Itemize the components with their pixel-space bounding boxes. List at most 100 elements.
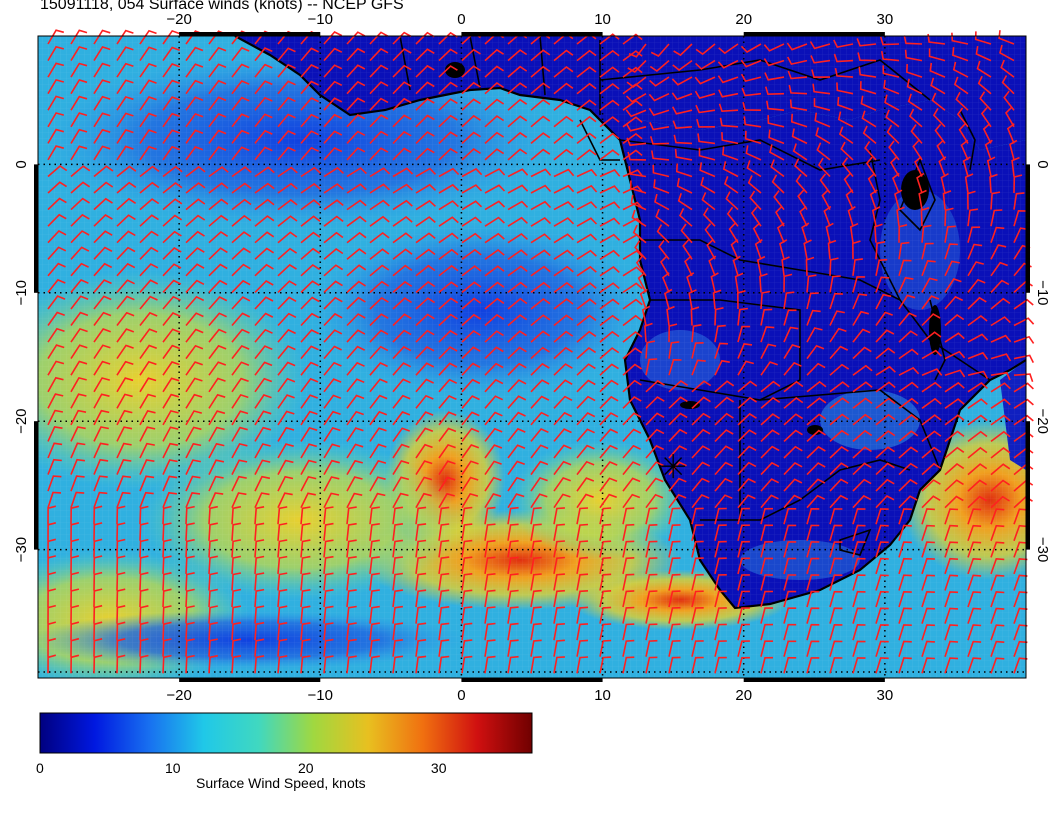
wind-barb [779,239,788,260]
wind-barb [668,358,682,376]
wind-barb [998,30,1015,45]
wind-barb [392,476,410,492]
wind-barb [714,396,735,409]
wind-barb [723,176,739,194]
wind-barb [277,312,297,327]
wind-barb [162,79,180,95]
wind-barb [185,198,206,211]
wind-barb [461,313,482,327]
wind-barb [70,588,80,608]
wind-barb [668,493,687,509]
wind-barb [461,444,480,459]
wind-barb [921,479,941,492]
wind-barb [929,62,946,78]
wind-barb [70,393,87,409]
wind-barb [162,247,182,260]
wind-barb [806,590,820,608]
wind-barb [300,231,321,244]
wind-barb [277,280,297,293]
wind-barb [944,495,964,509]
wind-barb [231,296,251,310]
wind-barb [668,379,689,393]
wind-barb [70,62,88,78]
wind-barb [599,185,621,194]
wind-barb [990,382,1011,393]
wind-barb [805,256,815,276]
wind-barb [783,413,804,426]
wind-barb [858,66,877,78]
wind-barb [254,377,273,393]
wind-barb [139,571,149,591]
wind-barb [967,351,989,360]
wind-barb [852,478,872,492]
wind-barb [921,260,936,277]
wind-barb [277,655,288,674]
wind-barb [208,79,227,95]
wind-barb [1013,192,1025,210]
wind-barb [668,606,681,624]
wind-barb [415,183,437,194]
lat-labels-left: 0−10−20−30 [13,160,30,562]
wind-barb [346,361,365,376]
wind-barb [93,95,111,111]
wind-barb [47,393,64,409]
wind-barb [47,29,65,45]
wind-barb [553,314,574,327]
wind-barb [530,346,550,360]
wind-barb [369,199,390,211]
wind-barb [139,263,159,277]
wind-barb [415,362,435,376]
wind-barb [576,573,589,591]
wind-barb [185,377,203,393]
wind-barb [47,409,64,426]
wind-barb [277,296,297,310]
wind-barb [645,340,656,359]
wind-barb [277,605,288,624]
wind-barb [346,31,366,45]
wind-barb [884,94,900,111]
wind-barb [461,184,483,194]
wind-barb [346,296,366,310]
wind-barb [740,59,762,68]
wind-barb [323,378,342,393]
wind-barb [461,622,473,641]
wind-barb [254,96,273,111]
wind-barb [760,574,774,591]
wind-barb [576,132,597,145]
wind-barb [254,506,265,525]
wind-barb [139,79,157,95]
wind-barb [967,524,982,542]
wind-barb [231,263,251,277]
wind-barb [116,654,126,674]
wind-barb [484,346,504,360]
wind-barb [766,100,785,111]
wind-barb [507,168,529,178]
wind-barb [185,605,195,624]
wind-barb [718,103,739,113]
wind-barb [415,443,433,459]
wind-barb [323,589,334,608]
wind-barb [599,99,620,111]
wind-barb [944,657,959,674]
wind-barb [93,213,113,227]
wind-barb [507,115,528,128]
wind-barb [392,329,412,343]
wind-barb [346,114,366,128]
wind-barb [254,443,271,459]
wind-barb [185,263,205,277]
wind-barb [139,246,159,260]
wind-barb [93,604,103,624]
wind-barb [645,590,658,608]
wind-barb [553,298,574,310]
wind-barb [231,621,242,641]
wind-barb [875,541,889,558]
wind-barb [116,112,134,128]
wind-barb [829,327,847,343]
wind-barb [760,557,773,575]
wind-barb [875,276,890,293]
wind-barb [162,145,180,161]
wind-barb [185,426,202,442]
wind-barb [277,328,296,343]
wind-barb [783,429,803,442]
wind-barb [1013,591,1028,608]
